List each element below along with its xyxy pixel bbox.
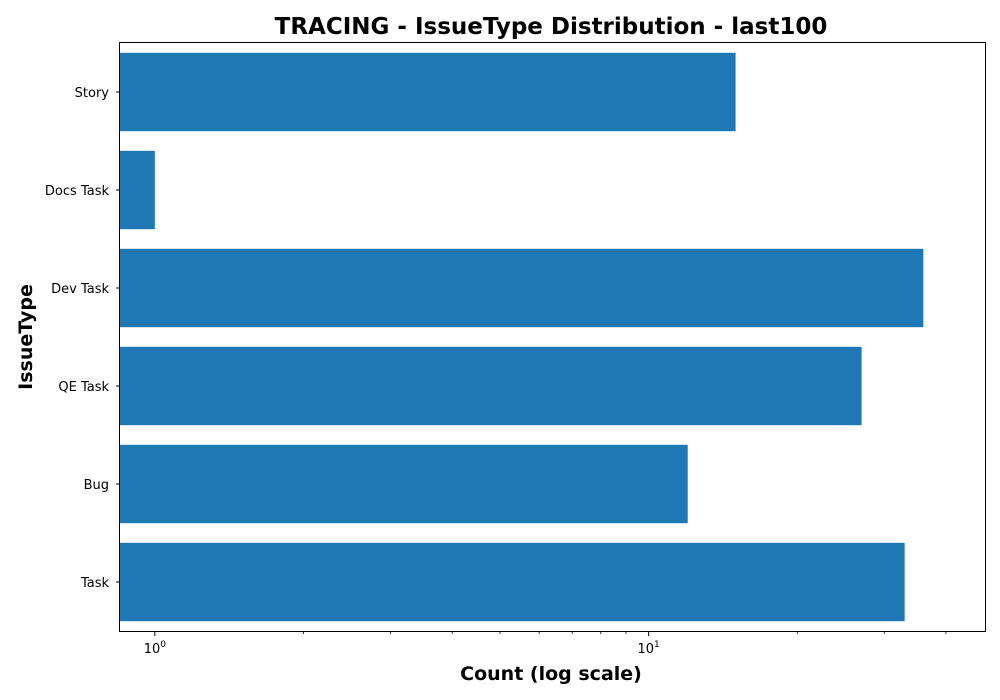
bar-qe-task	[120, 346, 862, 426]
x-axis-label: Count (log scale)	[460, 663, 642, 685]
bar-story	[120, 52, 736, 132]
y-ticks-layer: Task Bug QE Task Dev Task Docs Task Story	[45, 86, 120, 591]
x-tick-label: 101	[637, 640, 659, 657]
y-tick-label: Docs Task	[45, 184, 110, 199]
plot-frame	[119, 42, 986, 632]
y-axis-label: IssueType	[15, 284, 37, 390]
y-tick-label: QE Task	[58, 380, 109, 395]
bar-bug	[120, 444, 688, 524]
y-tick-label: Bug	[84, 478, 109, 493]
x-tick-label: 100	[144, 640, 167, 657]
y-tick-label: Task	[80, 576, 110, 591]
bars-layer	[120, 52, 924, 622]
bar-dev-task	[120, 248, 924, 328]
y-tick-label: Story	[75, 86, 110, 101]
bar-docs-task	[120, 150, 155, 230]
x-ticks-layer: 100 101	[144, 631, 947, 657]
y-tick-label: Dev Task	[51, 282, 109, 297]
chart-title: TRACING - IssueType Distribution - last1…	[275, 14, 828, 40]
bar-task	[120, 542, 905, 622]
